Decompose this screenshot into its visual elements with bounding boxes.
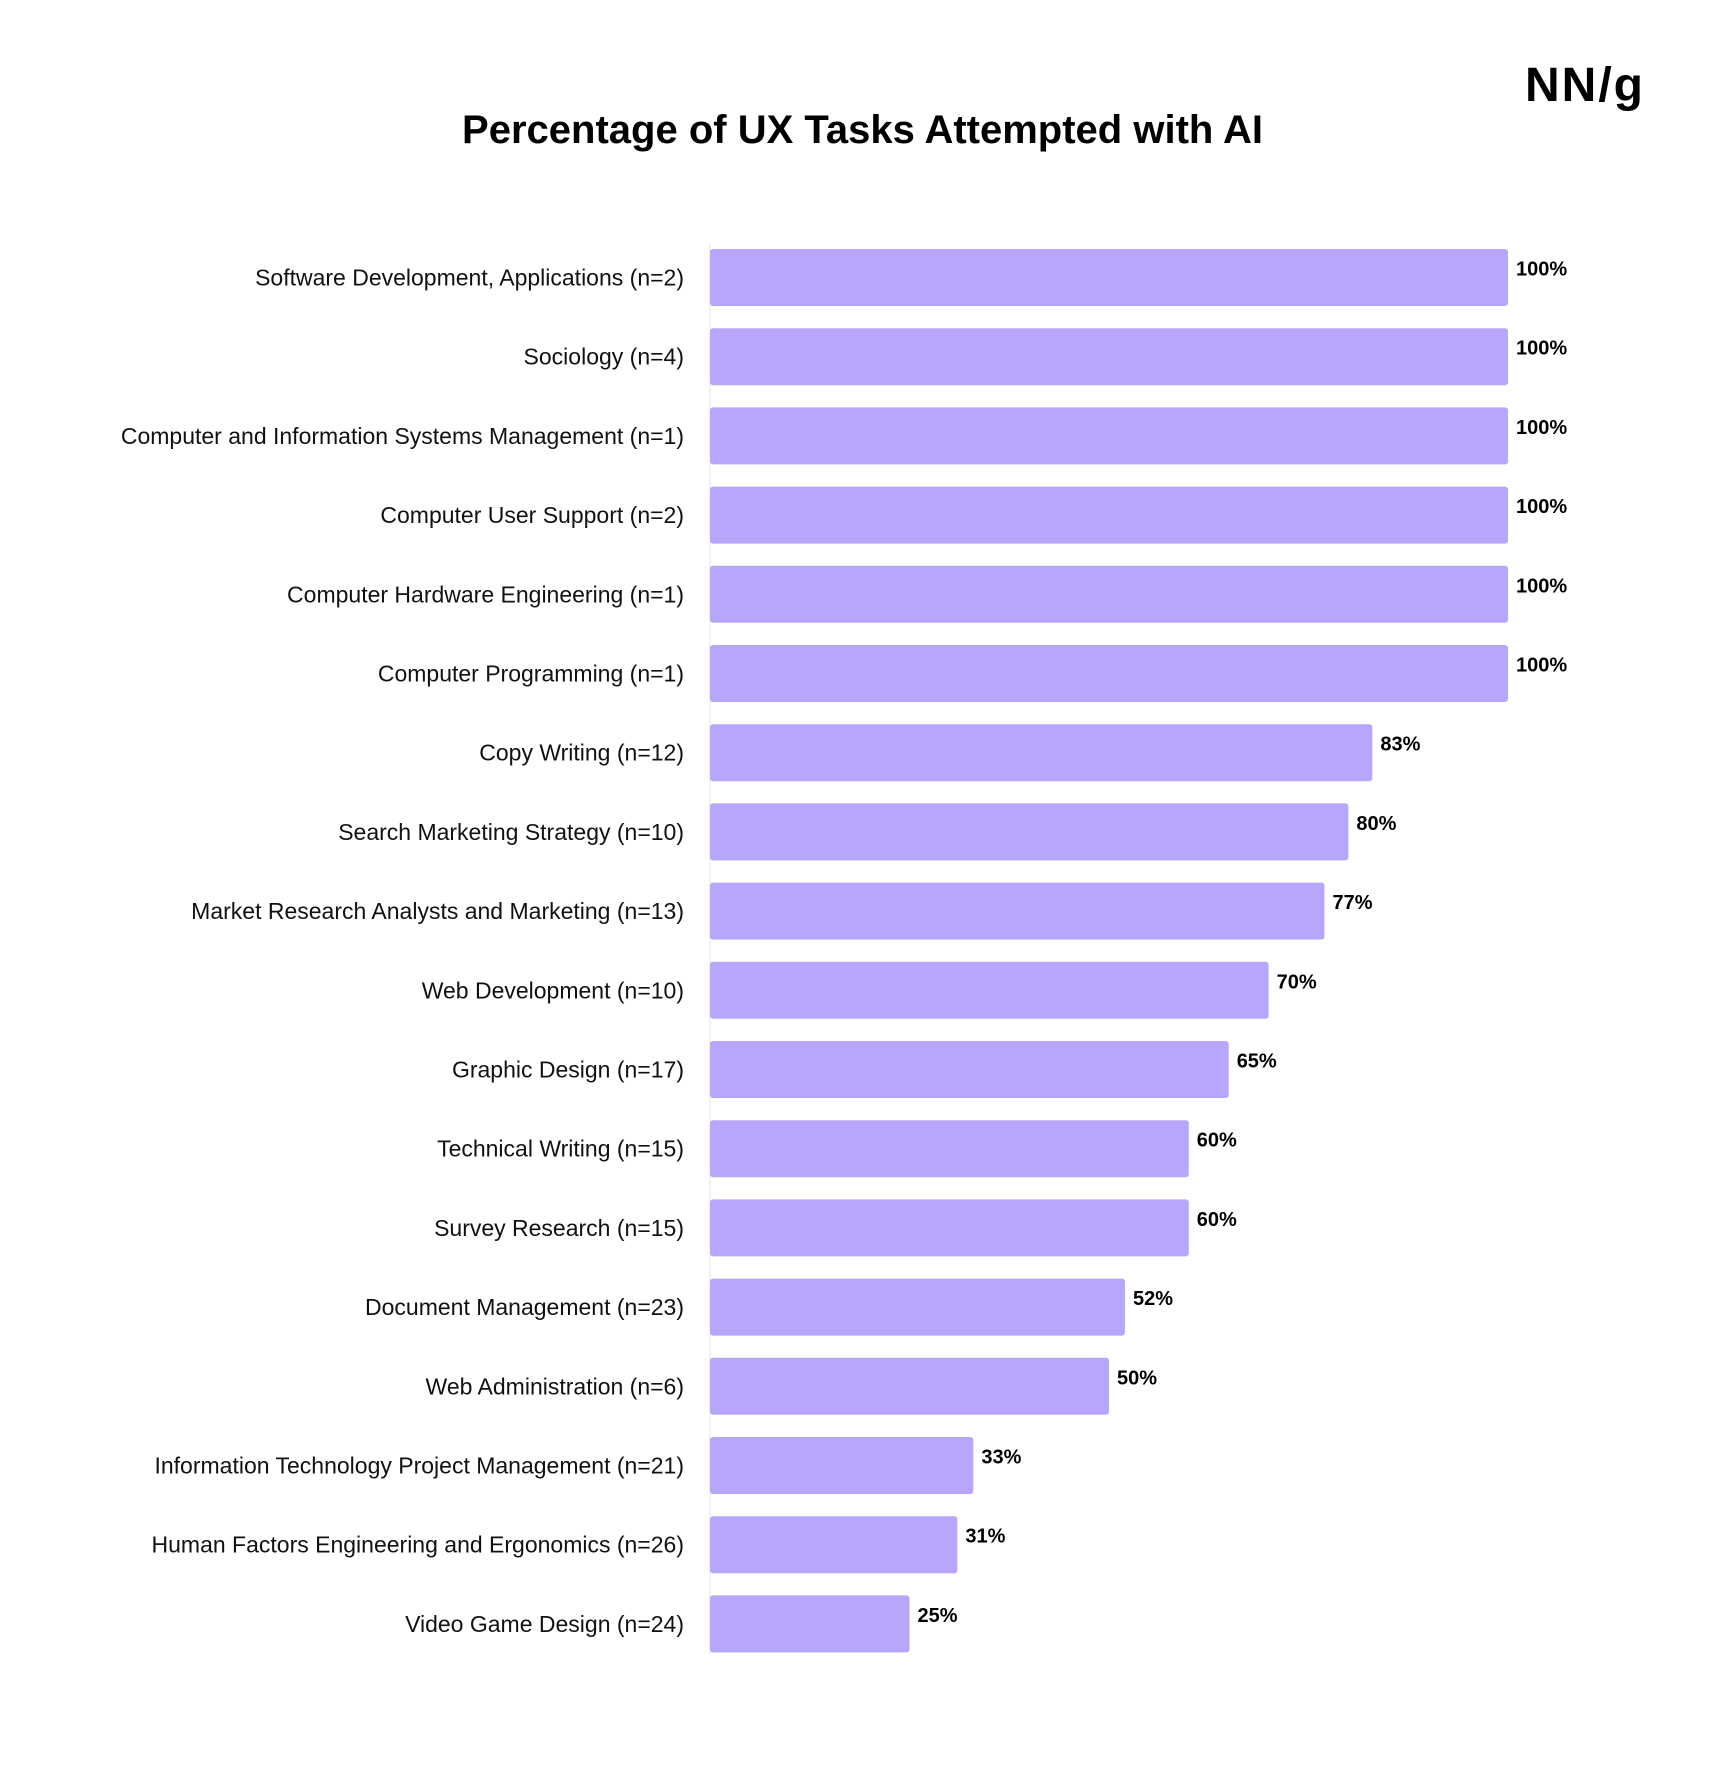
bar [710, 1120, 1189, 1178]
value-label: 100% [1516, 259, 1567, 281]
bar [710, 1041, 1229, 1098]
value-label: 33% [981, 1447, 1021, 1469]
category-label: Video Game Design (n=24) [405, 1611, 684, 1637]
category-label: Search Marketing Strategy (n=10) [338, 819, 684, 845]
value-label: 100% [1516, 655, 1567, 677]
value-label: 25% [918, 1605, 958, 1627]
category-label: Computer and Information Systems Managem… [121, 423, 684, 449]
category-label: Web Development (n=10) [422, 977, 684, 1003]
category-label: Graphic Design (n=17) [452, 1057, 684, 1083]
bar [710, 1199, 1189, 1257]
category-label: Software Development, Applications (n=2) [255, 265, 684, 291]
bar [710, 961, 1269, 1019]
bar [710, 1516, 958, 1574]
bar [710, 486, 1508, 544]
value-label: 52% [1133, 1288, 1173, 1310]
bar [710, 724, 1373, 782]
value-label: 65% [1237, 1051, 1277, 1073]
value-label: 31% [965, 1526, 1005, 1548]
category-label: Computer User Support (n=2) [380, 502, 684, 528]
bar [710, 1595, 910, 1653]
bar [710, 1357, 1109, 1415]
bar [710, 328, 1508, 386]
bar [710, 645, 1508, 702]
bar [710, 565, 1508, 623]
bar [710, 882, 1325, 940]
category-label: Market Research Analysts and Marketing (… [191, 898, 684, 924]
category-label: Sociology (n=4) [524, 344, 684, 370]
nng-logo: NN/g [1525, 59, 1645, 112]
value-label: 77% [1332, 892, 1372, 914]
bar [710, 249, 1508, 306]
category-label: Human Factors Engineering and Ergonomics… [152, 1532, 684, 1558]
bar [710, 407, 1508, 465]
value-label: 100% [1516, 496, 1567, 518]
chart-title: Percentage of UX Tasks Attempted with AI [462, 108, 1263, 152]
bars-group: Software Development, Applications (n=2)… [121, 249, 1567, 1653]
value-label: 70% [1277, 971, 1317, 993]
category-label: Technical Writing (n=15) [437, 1136, 684, 1162]
value-label: 80% [1356, 813, 1396, 835]
category-label: Computer Hardware Engineering (n=1) [287, 581, 684, 607]
value-label: 100% [1516, 338, 1567, 360]
category-label: Web Administration (n=6) [426, 1373, 684, 1399]
value-label: 83% [1380, 734, 1420, 756]
value-label: 100% [1516, 575, 1567, 597]
bar [710, 1278, 1125, 1336]
value-label: 100% [1516, 417, 1567, 439]
category-label: Computer Programming (n=1) [378, 661, 684, 687]
value-label: 60% [1197, 1209, 1237, 1231]
category-label: Survey Research (n=15) [434, 1215, 684, 1241]
bar [710, 1437, 974, 1494]
value-label: 50% [1117, 1367, 1157, 1389]
bar [710, 803, 1349, 861]
value-label: 60% [1197, 1130, 1237, 1152]
category-label: Information Technology Project Managemen… [154, 1453, 684, 1479]
category-label: Document Management (n=23) [365, 1294, 684, 1320]
category-label: Copy Writing (n=12) [479, 740, 684, 766]
